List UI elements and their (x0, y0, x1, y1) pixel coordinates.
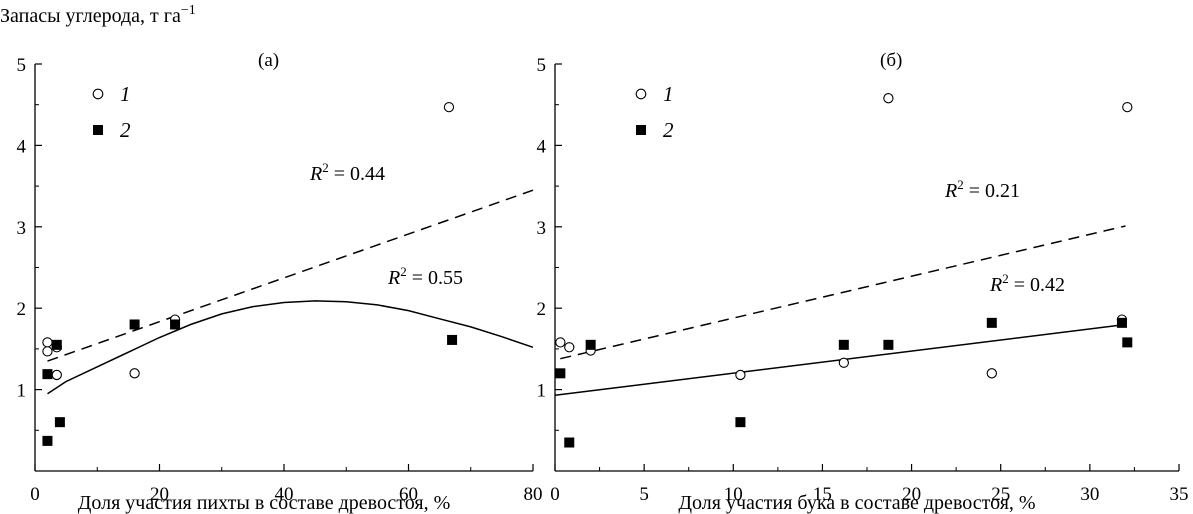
data-point-square (1116, 317, 1127, 328)
data-point-square (42, 369, 53, 380)
fit-line-solid-a (47, 300, 534, 395)
r2-label-b-2: R2 = 0.42 (989, 271, 1065, 296)
y-tick-label-a: 4 (17, 136, 27, 157)
y-axis-title-text: Запасы углерода, т га (0, 5, 181, 27)
data-point-circle (1122, 101, 1133, 113)
data-point-square (555, 368, 566, 379)
x-tick-label-b: 15 (813, 484, 832, 505)
x-tick-label-b: 20 (902, 484, 921, 505)
r2-symbol: R (387, 267, 400, 289)
chart-panel-b: 1 2 3 4 5 0 5 10 15 20 25 30 35 Доля участия бука в с… (537, 50, 1189, 514)
x-tick-label-b: 25 (991, 484, 1010, 505)
data-point-square (1122, 337, 1133, 348)
r2-value: = 0.44 (329, 163, 385, 185)
legend-marker-2 (93, 125, 103, 135)
x-axis-title-b: Доля участия бука в составе древостоя, % (678, 492, 1035, 514)
data-point-circle (443, 101, 455, 113)
data-point-circle (838, 357, 849, 368)
data-point-square (129, 319, 140, 330)
x-tick-label-b: 35 (1170, 484, 1189, 505)
x-tick-label-b: 30 (1080, 484, 1099, 505)
fit-line-dashed-b (560, 225, 1126, 360)
x-tick-label-a: 0 (30, 484, 40, 505)
legend-label-1: 1 (120, 82, 131, 106)
legend-label-1: 1 (663, 82, 674, 106)
legend-label-2: 2 (663, 118, 674, 142)
data-point-square (42, 435, 53, 446)
x-tick-label-b: 0 (550, 484, 560, 505)
data-point-square (838, 339, 849, 350)
data-point-circle (42, 346, 53, 357)
x-tick-label-a: 60 (399, 484, 418, 505)
y-tick-label-b: 4 (537, 136, 547, 157)
y-tick-label-a: 5 (17, 55, 27, 76)
data-point-square (170, 319, 181, 330)
r2-superscript: 2 (957, 177, 964, 192)
data-point-square (735, 417, 746, 428)
data-point-square (564, 437, 575, 448)
r2-value: = 0.55 (407, 267, 463, 289)
legend-marker-1 (635, 88, 647, 100)
legend-label-2: 2 (120, 118, 131, 142)
y-tick-label-b: 3 (537, 218, 547, 239)
x-tick-label-b: 10 (724, 484, 743, 505)
data-point-circle (42, 337, 53, 348)
data-point-square (51, 339, 62, 350)
data-point-square (883, 339, 894, 350)
data-point-square (447, 334, 458, 345)
data-point-circle (735, 369, 746, 381)
data-point-square (986, 317, 997, 328)
x-tick-label-b: 5 (639, 484, 649, 505)
legend-marker-1 (92, 88, 104, 100)
r2-superscript: 2 (400, 264, 407, 279)
r2-symbol: R (944, 180, 957, 202)
r2-symbol: R (309, 163, 322, 185)
r2-value: = 0.42 (1009, 274, 1065, 296)
x-tick-label-a: 20 (150, 484, 169, 505)
legend-marker-2 (636, 125, 646, 135)
r2-superscript: 2 (322, 160, 329, 175)
r2-label-b-1: R2 = 0.21 (944, 177, 1020, 202)
fit-line-dashed-a (47, 189, 534, 362)
r2-label-a-2: R2 = 0.55 (387, 264, 463, 289)
panel-label-b: (б) (880, 50, 902, 71)
data-point-square (54, 417, 65, 428)
y-tick-label-b: 1 (537, 381, 547, 402)
data-point-circle (51, 369, 62, 381)
data-point-circle (129, 368, 140, 379)
r2-symbol: R (989, 274, 1002, 296)
chart-panel-a: 1 2 3 4 5 0 20 40 60 80 Доля участия пихты в соста… (17, 50, 543, 514)
y-axis-title-superscript: −1 (181, 3, 196, 18)
data-point-circle (986, 368, 997, 379)
x-axis-title-a: Доля участия пихты в составе древостоя, … (78, 492, 451, 514)
y-tick-label-b: 5 (537, 55, 547, 76)
x-tick-label-a: 80 (524, 484, 543, 505)
x-tick-label-a: 40 (275, 484, 294, 505)
data-point-square (585, 339, 596, 350)
y-tick-label-a: 2 (17, 299, 27, 320)
y-tick-label-a: 3 (17, 218, 27, 239)
r2-label-a-1: R2 = 0.44 (309, 160, 385, 185)
y-tick-label-a: 1 (17, 381, 27, 402)
y-tick-label-b: 2 (537, 299, 547, 320)
data-point-circle (883, 93, 894, 104)
data-point-circle (555, 337, 566, 348)
y-axis-title: Запасы углерода, т га−1 (0, 3, 196, 27)
r2-value: = 0.21 (964, 180, 1020, 202)
r2-superscript: 2 (1002, 271, 1009, 286)
data-point-circle (564, 342, 575, 353)
panel-label-a: (а) (258, 50, 279, 71)
